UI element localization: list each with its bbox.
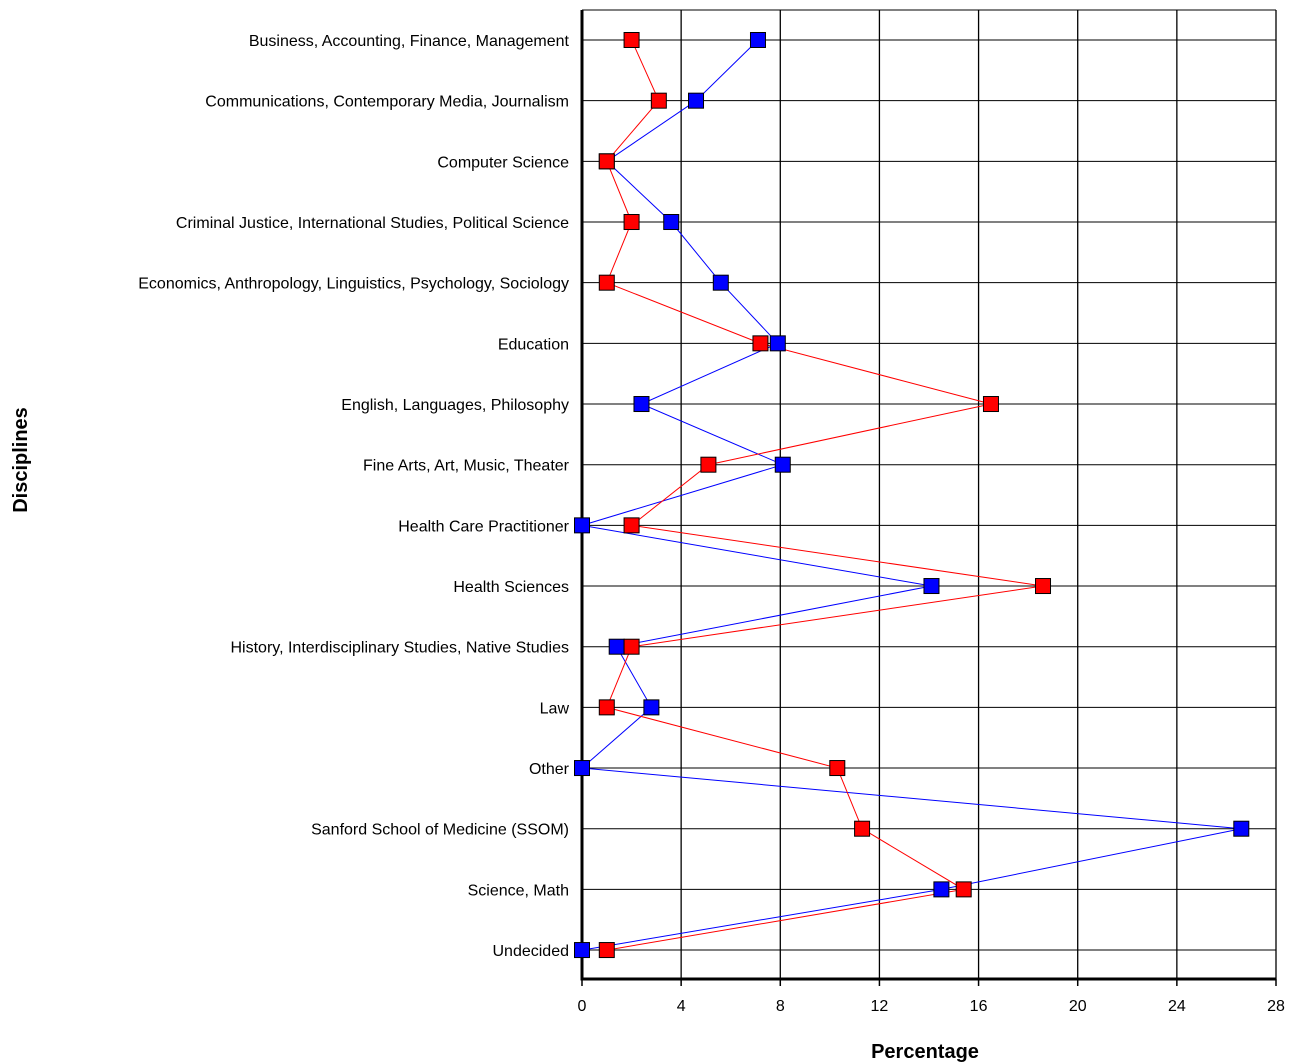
data-point (598, 942, 615, 959)
category-label: Sanford School of Medicine (SSOM) (311, 822, 569, 839)
data-point (623, 638, 640, 655)
x-tick-label: 16 (970, 998, 988, 1015)
data-point (829, 760, 846, 777)
data-point (769, 335, 786, 352)
data-point (1233, 820, 1250, 837)
data-point (623, 517, 640, 534)
data-point (854, 820, 871, 837)
category-label: History, Interdisciplinary Studies, Nati… (230, 640, 569, 657)
x-tick-label: 0 (578, 998, 587, 1015)
data-point (574, 942, 590, 959)
data-point (752, 335, 769, 352)
data-point (923, 578, 940, 595)
category-label: Economics, Anthropology, Linguistics, Ps… (138, 276, 569, 293)
data-point (982, 396, 999, 413)
x-tick-label: 8 (776, 998, 785, 1015)
category-label: Criminal Justice, International Studies,… (176, 215, 569, 232)
x-tick-label: 24 (1168, 998, 1186, 1015)
category-label: Science, Math (468, 882, 569, 899)
x-tick-label: 12 (871, 998, 889, 1015)
x-tick-labels: 0 4 8 12 16 20 24 28 (578, 998, 1285, 1015)
data-point (633, 396, 650, 413)
data-point (663, 214, 680, 231)
category-label: Health Sciences (453, 579, 569, 596)
category-label: Fine Arts, Art, Music, Theater (363, 458, 570, 475)
data-point (608, 638, 625, 655)
data-point (643, 699, 660, 716)
plot-frame (580, 9, 1276, 981)
data-point (933, 881, 950, 898)
data-point (650, 92, 667, 109)
y-axis-title: Disciplines (10, 407, 32, 513)
category-label: Law (540, 700, 570, 717)
category-label: Communications, Contemporary Media, Jour… (205, 94, 569, 111)
series-line (580, 39, 1242, 951)
data-point (688, 92, 705, 109)
x-tick-label: 28 (1267, 998, 1285, 1015)
category-label: Other (529, 761, 570, 778)
data-point (598, 274, 615, 291)
category-label: Education (498, 336, 569, 353)
data-point (712, 274, 729, 291)
data-point (598, 699, 615, 716)
data-point (574, 517, 590, 534)
data-point (749, 32, 766, 48)
data-point (955, 881, 972, 898)
data-point (774, 456, 791, 473)
data-point (1035, 578, 1052, 595)
category-label: Undecided (493, 943, 570, 960)
category-label: Computer Science (437, 154, 569, 171)
data-point (598, 153, 615, 170)
data-point (700, 456, 717, 473)
data-point (623, 214, 640, 231)
category-label: Health Care Practitioner (398, 518, 569, 535)
data-point (623, 32, 640, 48)
x-axis-title: Percentage (871, 1041, 979, 1063)
category-label: English, Languages, Philosophy (341, 397, 569, 414)
x-tick-label: 4 (677, 998, 686, 1015)
data-point (574, 760, 590, 777)
vertical-gridlines (581, 10, 1277, 986)
series-line (606, 39, 1044, 951)
horizontal-gridlines (582, 39, 1276, 951)
category-label: Business, Accounting, Finance, Managemen… (249, 33, 570, 50)
category-labels: Business, Accounting, Finance, Managemen… (138, 33, 569, 960)
x-tick-label: 20 (1069, 998, 1087, 1015)
series-layer (574, 32, 1250, 959)
